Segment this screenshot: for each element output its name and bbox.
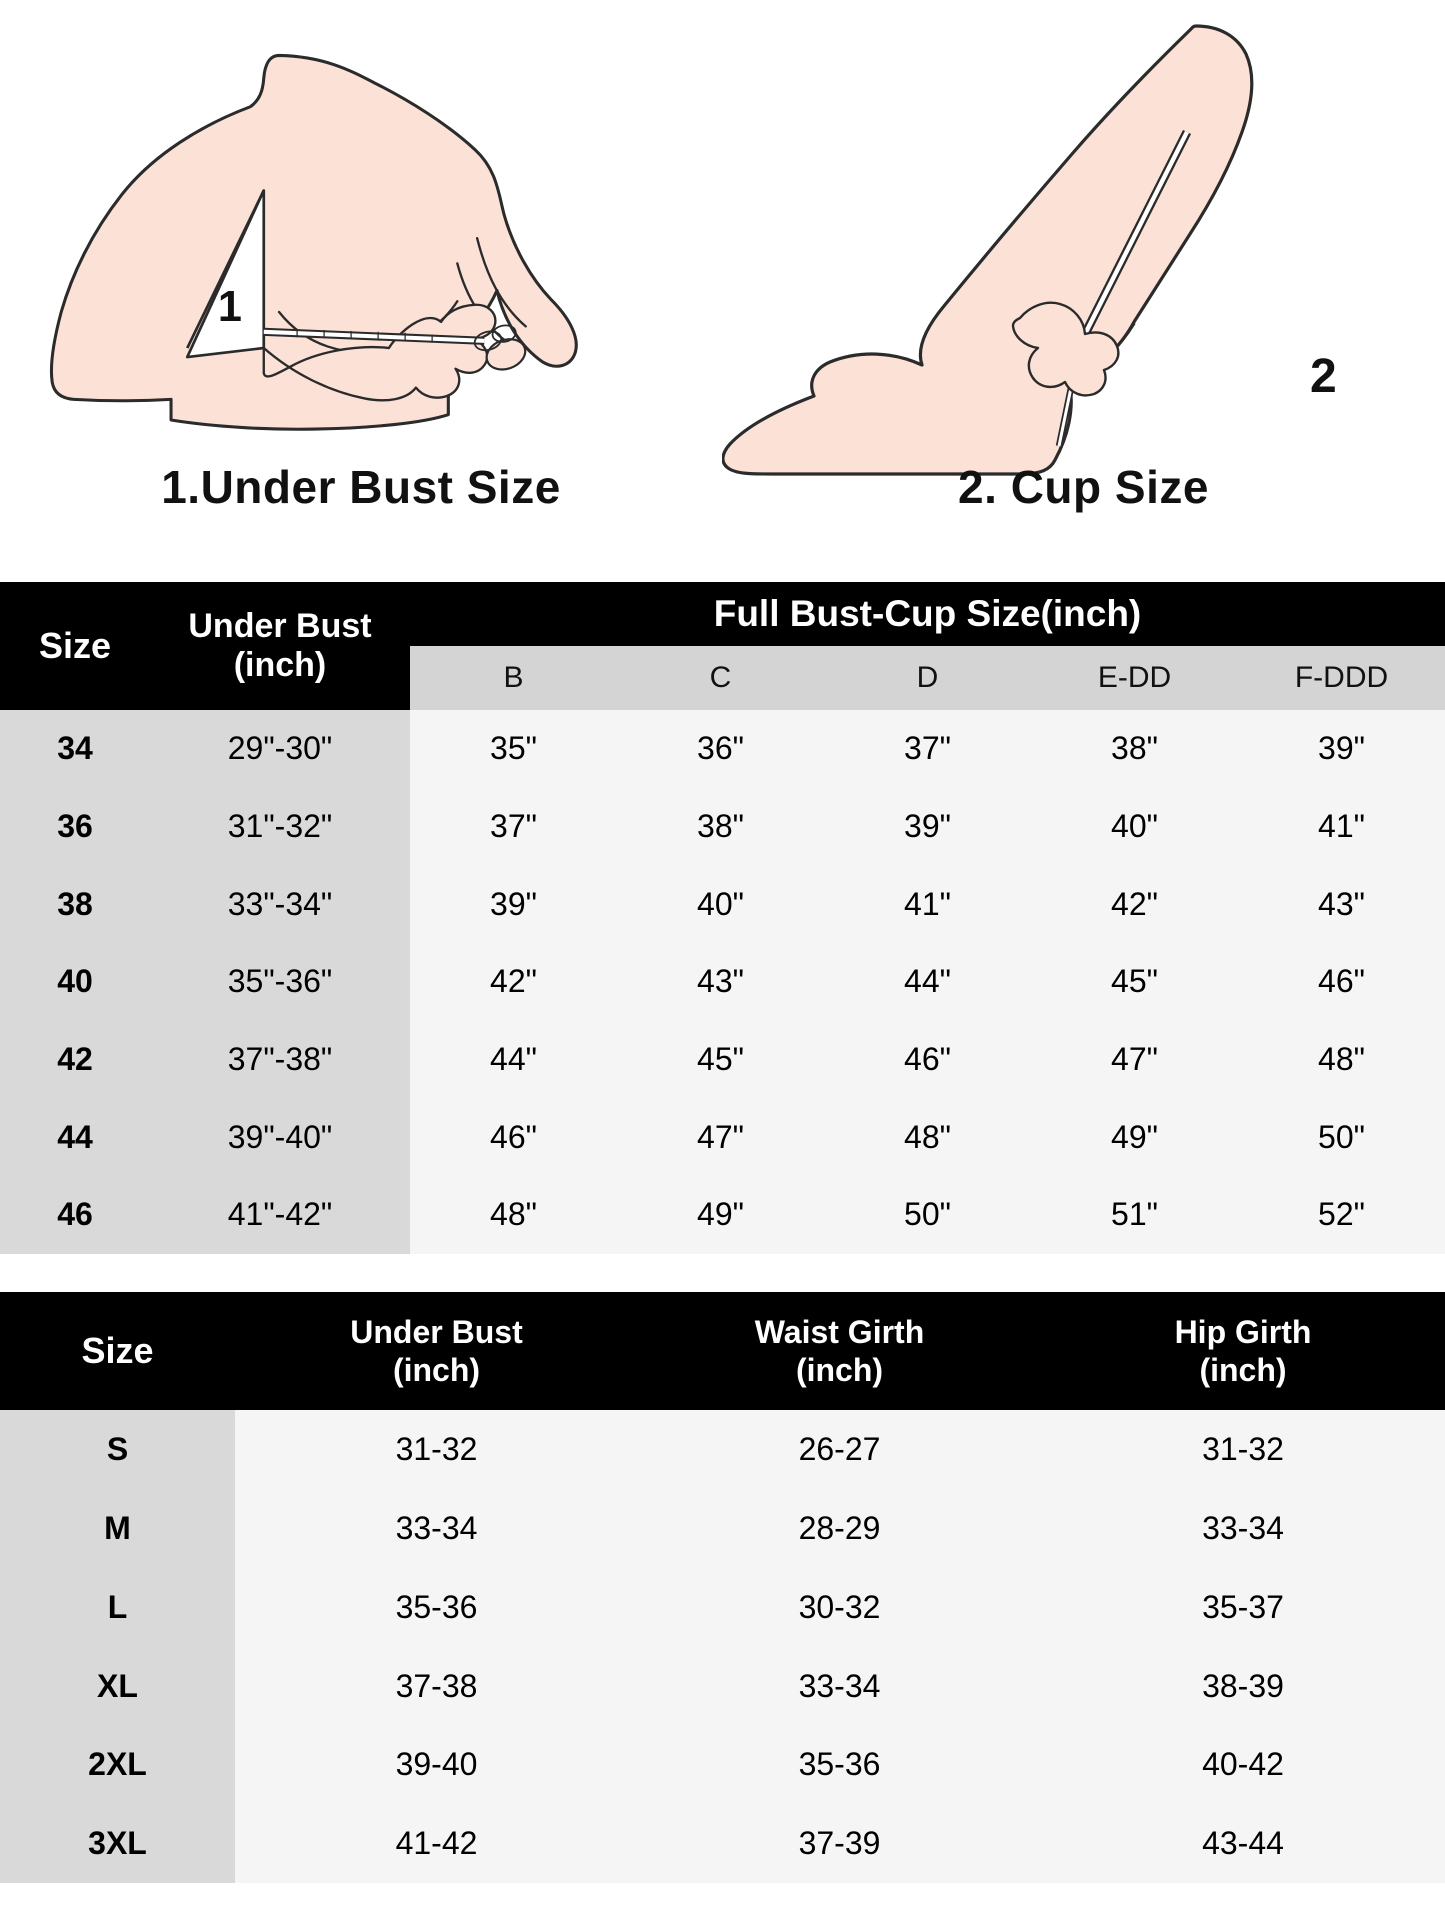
svg-text:2: 2 xyxy=(1310,350,1337,403)
svg-text:1: 1 xyxy=(218,283,242,331)
